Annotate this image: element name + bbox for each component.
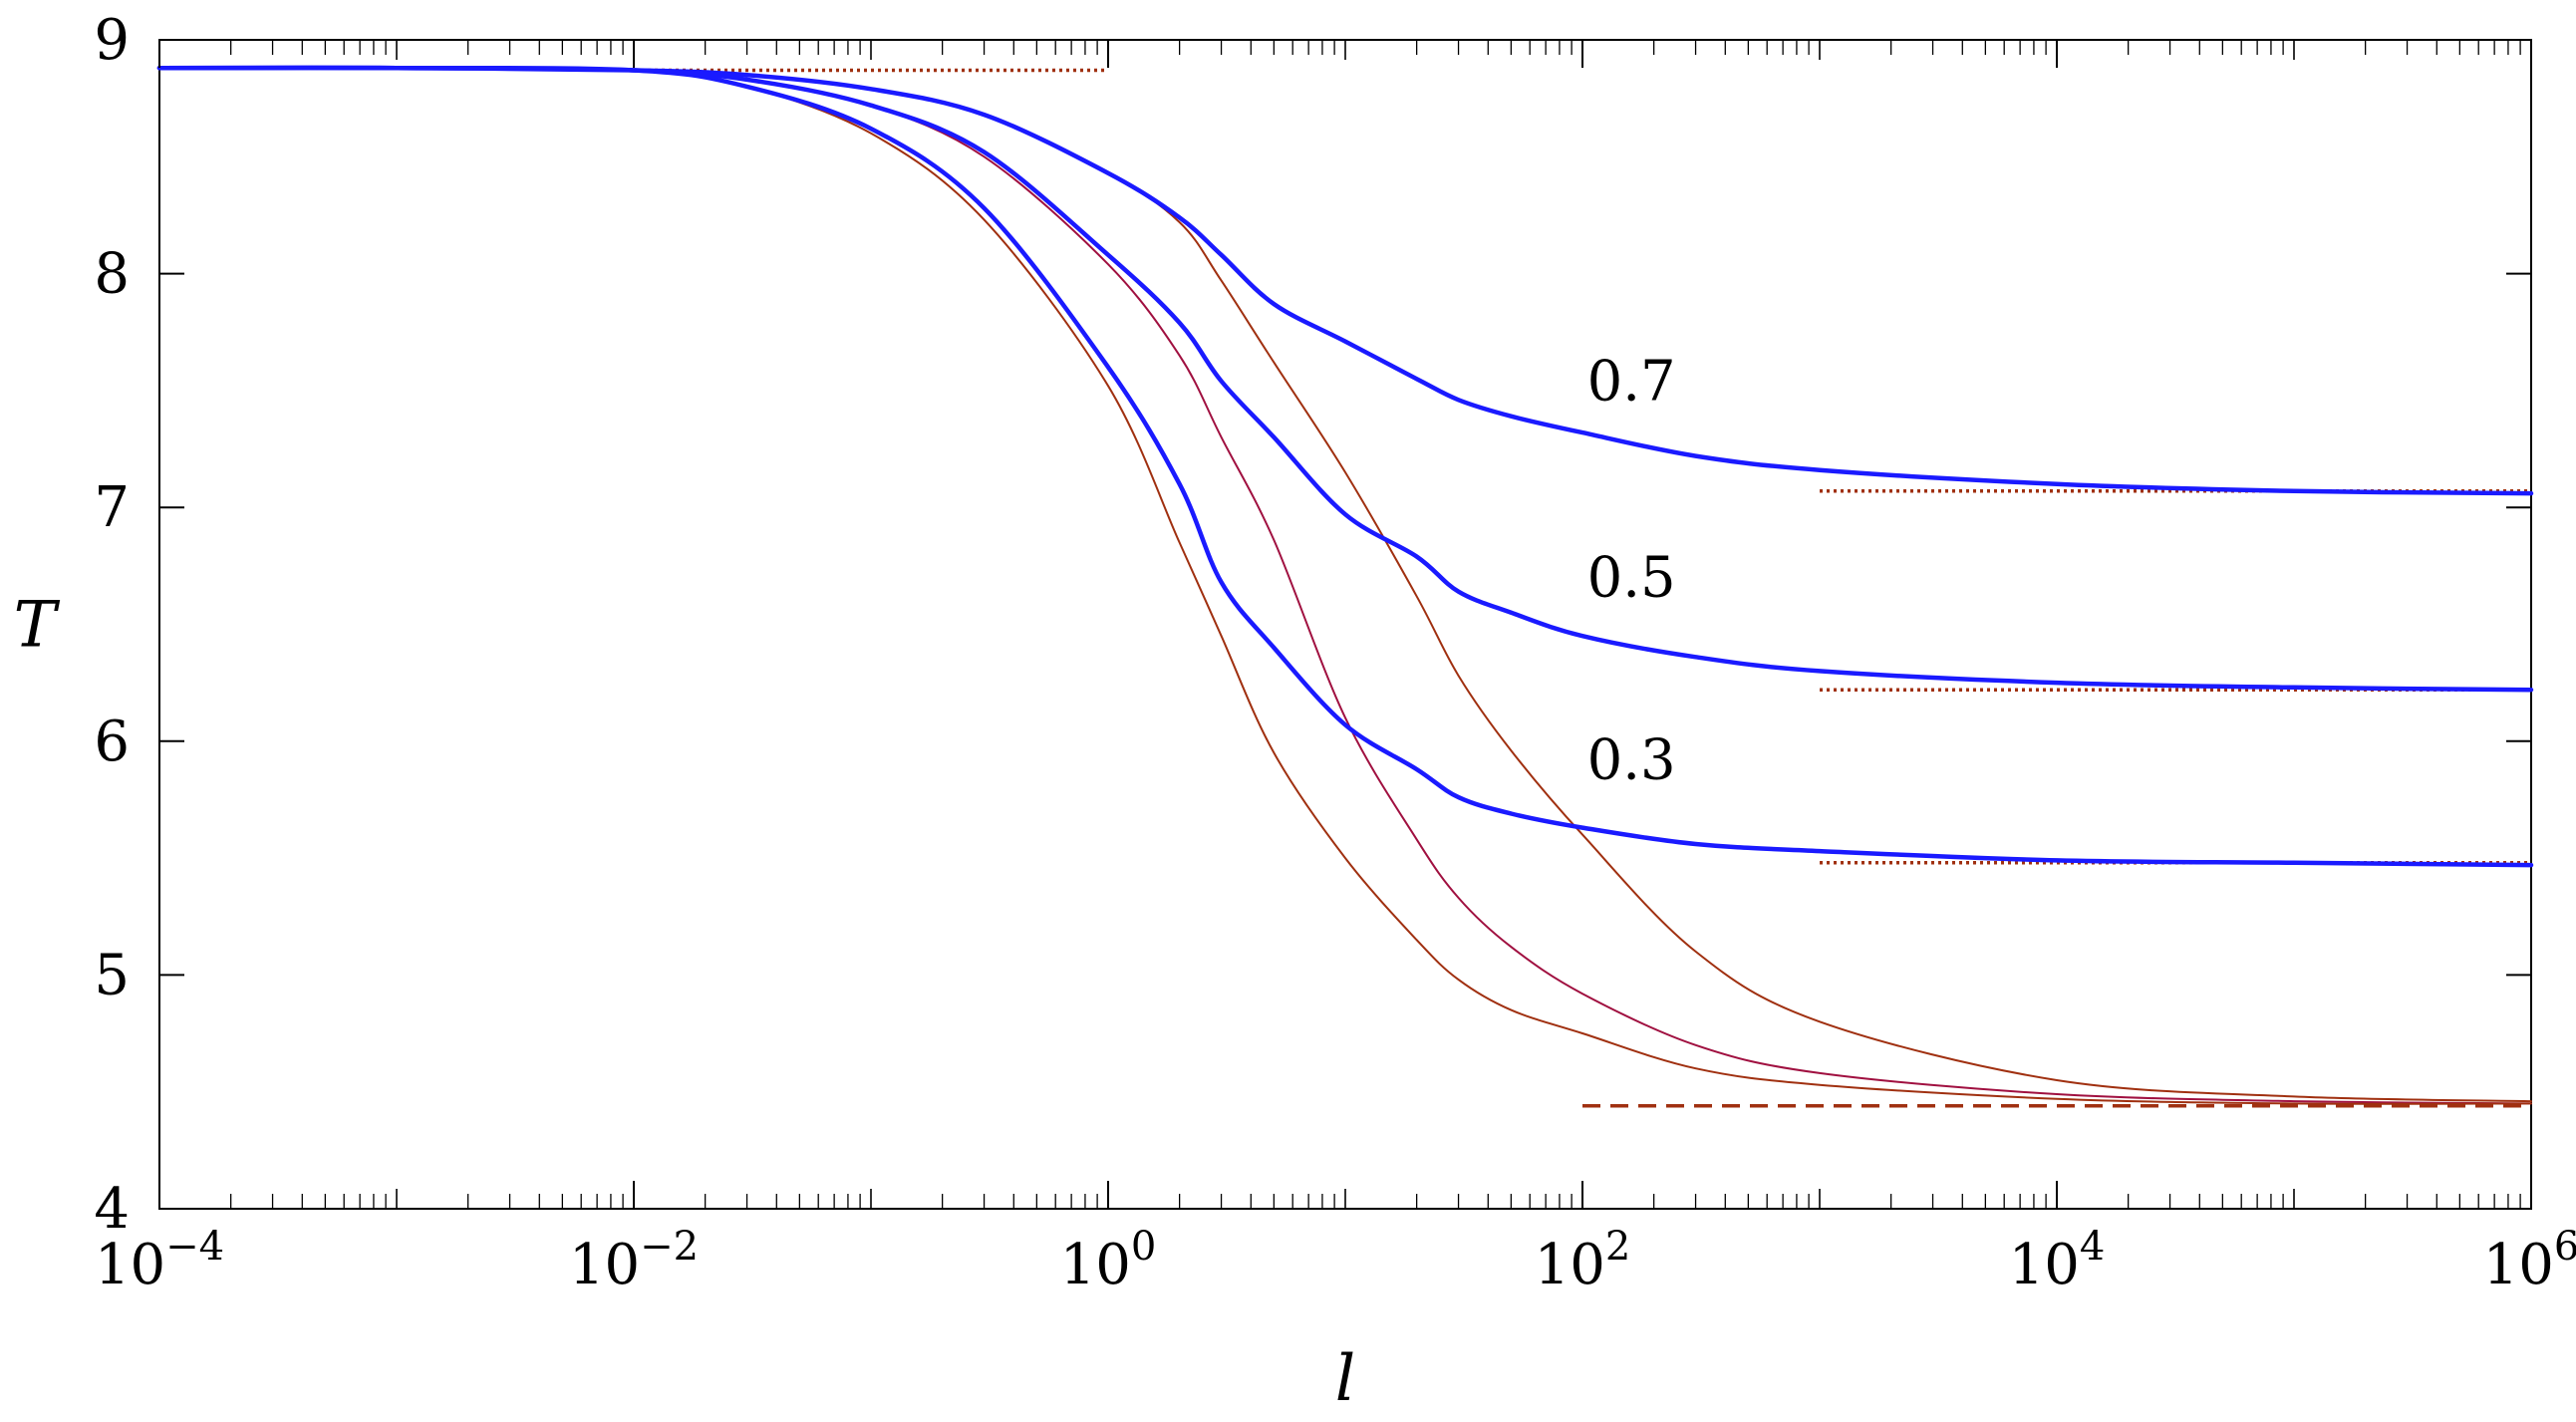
- y-tick-label: 5: [94, 943, 130, 1007]
- y-axis-label: T: [14, 589, 61, 663]
- y-tick-label: 4: [94, 1177, 130, 1242]
- series-line-0.5: [156, 65, 2534, 693]
- series-line-thin: [158, 67, 2532, 1105]
- series-line-thin: [158, 67, 2532, 1103]
- x-tick-label: 10−4: [95, 1224, 224, 1297]
- plot-frame: [158, 39, 2532, 1210]
- x-tick-label: 106: [2483, 1224, 2576, 1297]
- x-tick-label: 104: [2009, 1224, 2106, 1297]
- y-tick-label: 9: [94, 8, 130, 73]
- chart-marks: 0.7 0.5 0.3: [156, 65, 2534, 1108]
- curve-label: 0.5: [1587, 545, 1676, 610]
- curve-label: 0.3: [1587, 727, 1676, 792]
- y-tick-label: 6: [94, 710, 130, 774]
- series-line-thin: [158, 67, 2532, 1105]
- y-tick-label: 7: [94, 475, 130, 540]
- plot-area: [158, 39, 2532, 1210]
- series-line-0.3: [156, 65, 2534, 868]
- curve-label: 0.7: [1587, 349, 1676, 414]
- chart-labels: l T: [14, 589, 1356, 1417]
- axes: 10−4 10−2 100 102 104 106 4 5 6 7 8 9: [94, 8, 2576, 1297]
- x-tick-label: 100: [1060, 1224, 1157, 1297]
- x-tick-label: 10−2: [569, 1224, 699, 1297]
- x-axis-label: l: [1335, 1342, 1355, 1416]
- y-tick-label: 8: [94, 242, 130, 307]
- x-tick-label: 102: [1535, 1224, 1631, 1297]
- series-line-0.7: [156, 65, 2534, 496]
